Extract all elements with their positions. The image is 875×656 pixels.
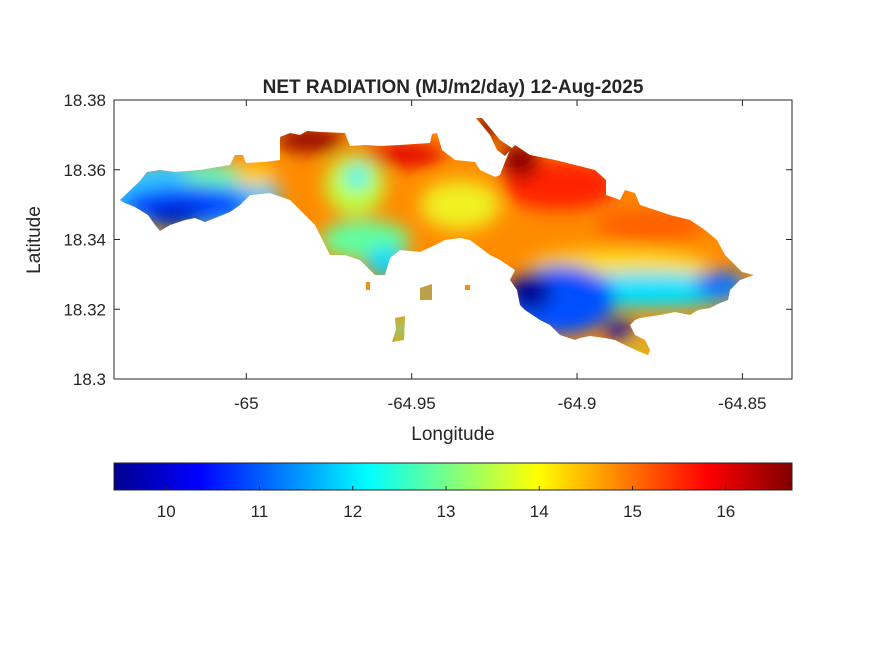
x-axis: -65 -64.95 -64.9 -64.85	[234, 100, 766, 413]
colorbar-tick-label: 15	[623, 502, 642, 521]
x-tick-label: -64.85	[718, 394, 766, 413]
y-tick-label: 18.3	[73, 370, 106, 389]
x-tick-label: -64.95	[388, 394, 436, 413]
colorbar-tick-label: 14	[530, 502, 549, 521]
colorbar-tick-label: 16	[716, 502, 735, 521]
colorbar-tick-label: 11	[251, 502, 269, 521]
y-axis-label: Latitude	[24, 206, 45, 274]
y-tick-label: 18.36	[63, 161, 106, 180]
x-tick-label: -65	[234, 394, 259, 413]
colorbar-tick-label: 10	[157, 502, 176, 521]
y-tick-label: 18.34	[63, 231, 106, 250]
y-tick-label: 18.38	[63, 91, 106, 110]
y-tick-label: 18.32	[63, 300, 106, 319]
chart-title: NET RADIATION (MJ/m2/day) 12-Aug-2025	[263, 77, 644, 98]
x-tick-label: -64.9	[558, 394, 597, 413]
y-axis: 18.3 18.32 18.34 18.36 18.38	[63, 91, 792, 389]
colorbar-tick-label: 12	[343, 502, 362, 521]
x-axis-label: Longitude	[411, 424, 494, 445]
colorbar	[113, 462, 793, 491]
colorbar-tick-label: 13	[437, 502, 456, 521]
colorbar-ticks: 10 11 12 13 14 15 16	[157, 486, 735, 521]
